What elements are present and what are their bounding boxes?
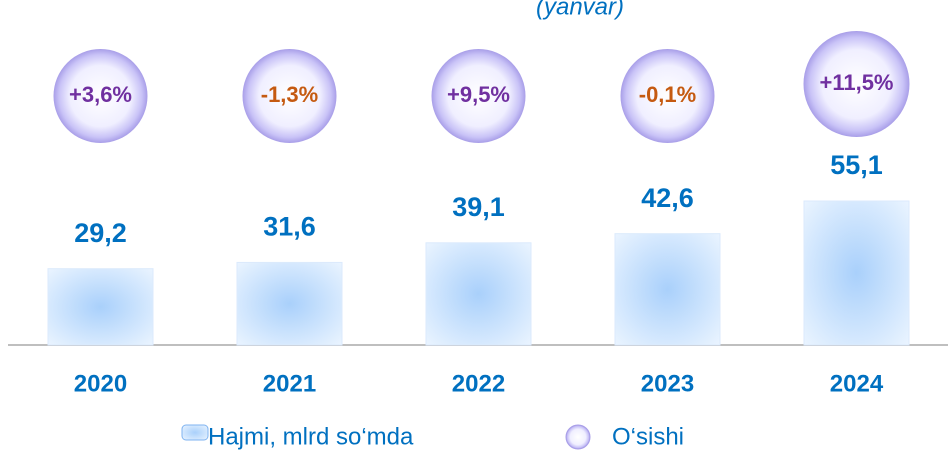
legend-label: O‘sishi <box>612 423 684 450</box>
value-label: 42,6 <box>641 183 694 213</box>
value-label: 55,1 <box>830 150 883 180</box>
growth-bubble <box>242 49 337 143</box>
growth-label: +11,5% <box>819 70 893 95</box>
growth-bubble <box>431 49 526 143</box>
legend-bar-icon <box>181 424 209 441</box>
x-tick-label: 2024 <box>830 370 884 397</box>
growth-bubble <box>620 49 715 143</box>
bar <box>425 242 532 346</box>
bar <box>47 268 154 346</box>
legend-bubble-icon <box>565 424 591 450</box>
x-tick-label: 2022 <box>452 370 505 397</box>
growth-label: +3,6% <box>69 82 132 107</box>
growth-bubble <box>803 31 910 137</box>
subtitle: (yanvar) <box>536 0 624 20</box>
x-tick-label: 2023 <box>641 370 694 397</box>
bar <box>236 261 343 346</box>
value-label: 29,2 <box>74 218 127 248</box>
growth-bubble <box>53 49 148 143</box>
growth-label: +9,5% <box>447 82 510 107</box>
x-tick-label: 2020 <box>74 370 127 397</box>
bar <box>803 200 910 346</box>
growth-label: -1,3% <box>261 82 318 107</box>
growth-label: -0,1% <box>639 82 696 107</box>
value-label: 39,1 <box>452 192 505 222</box>
legend-label: Hajmi, mlrd so‘mda <box>208 423 414 450</box>
bar <box>614 233 721 346</box>
x-tick-label: 2021 <box>263 370 316 397</box>
value-label: 31,6 <box>263 212 316 242</box>
